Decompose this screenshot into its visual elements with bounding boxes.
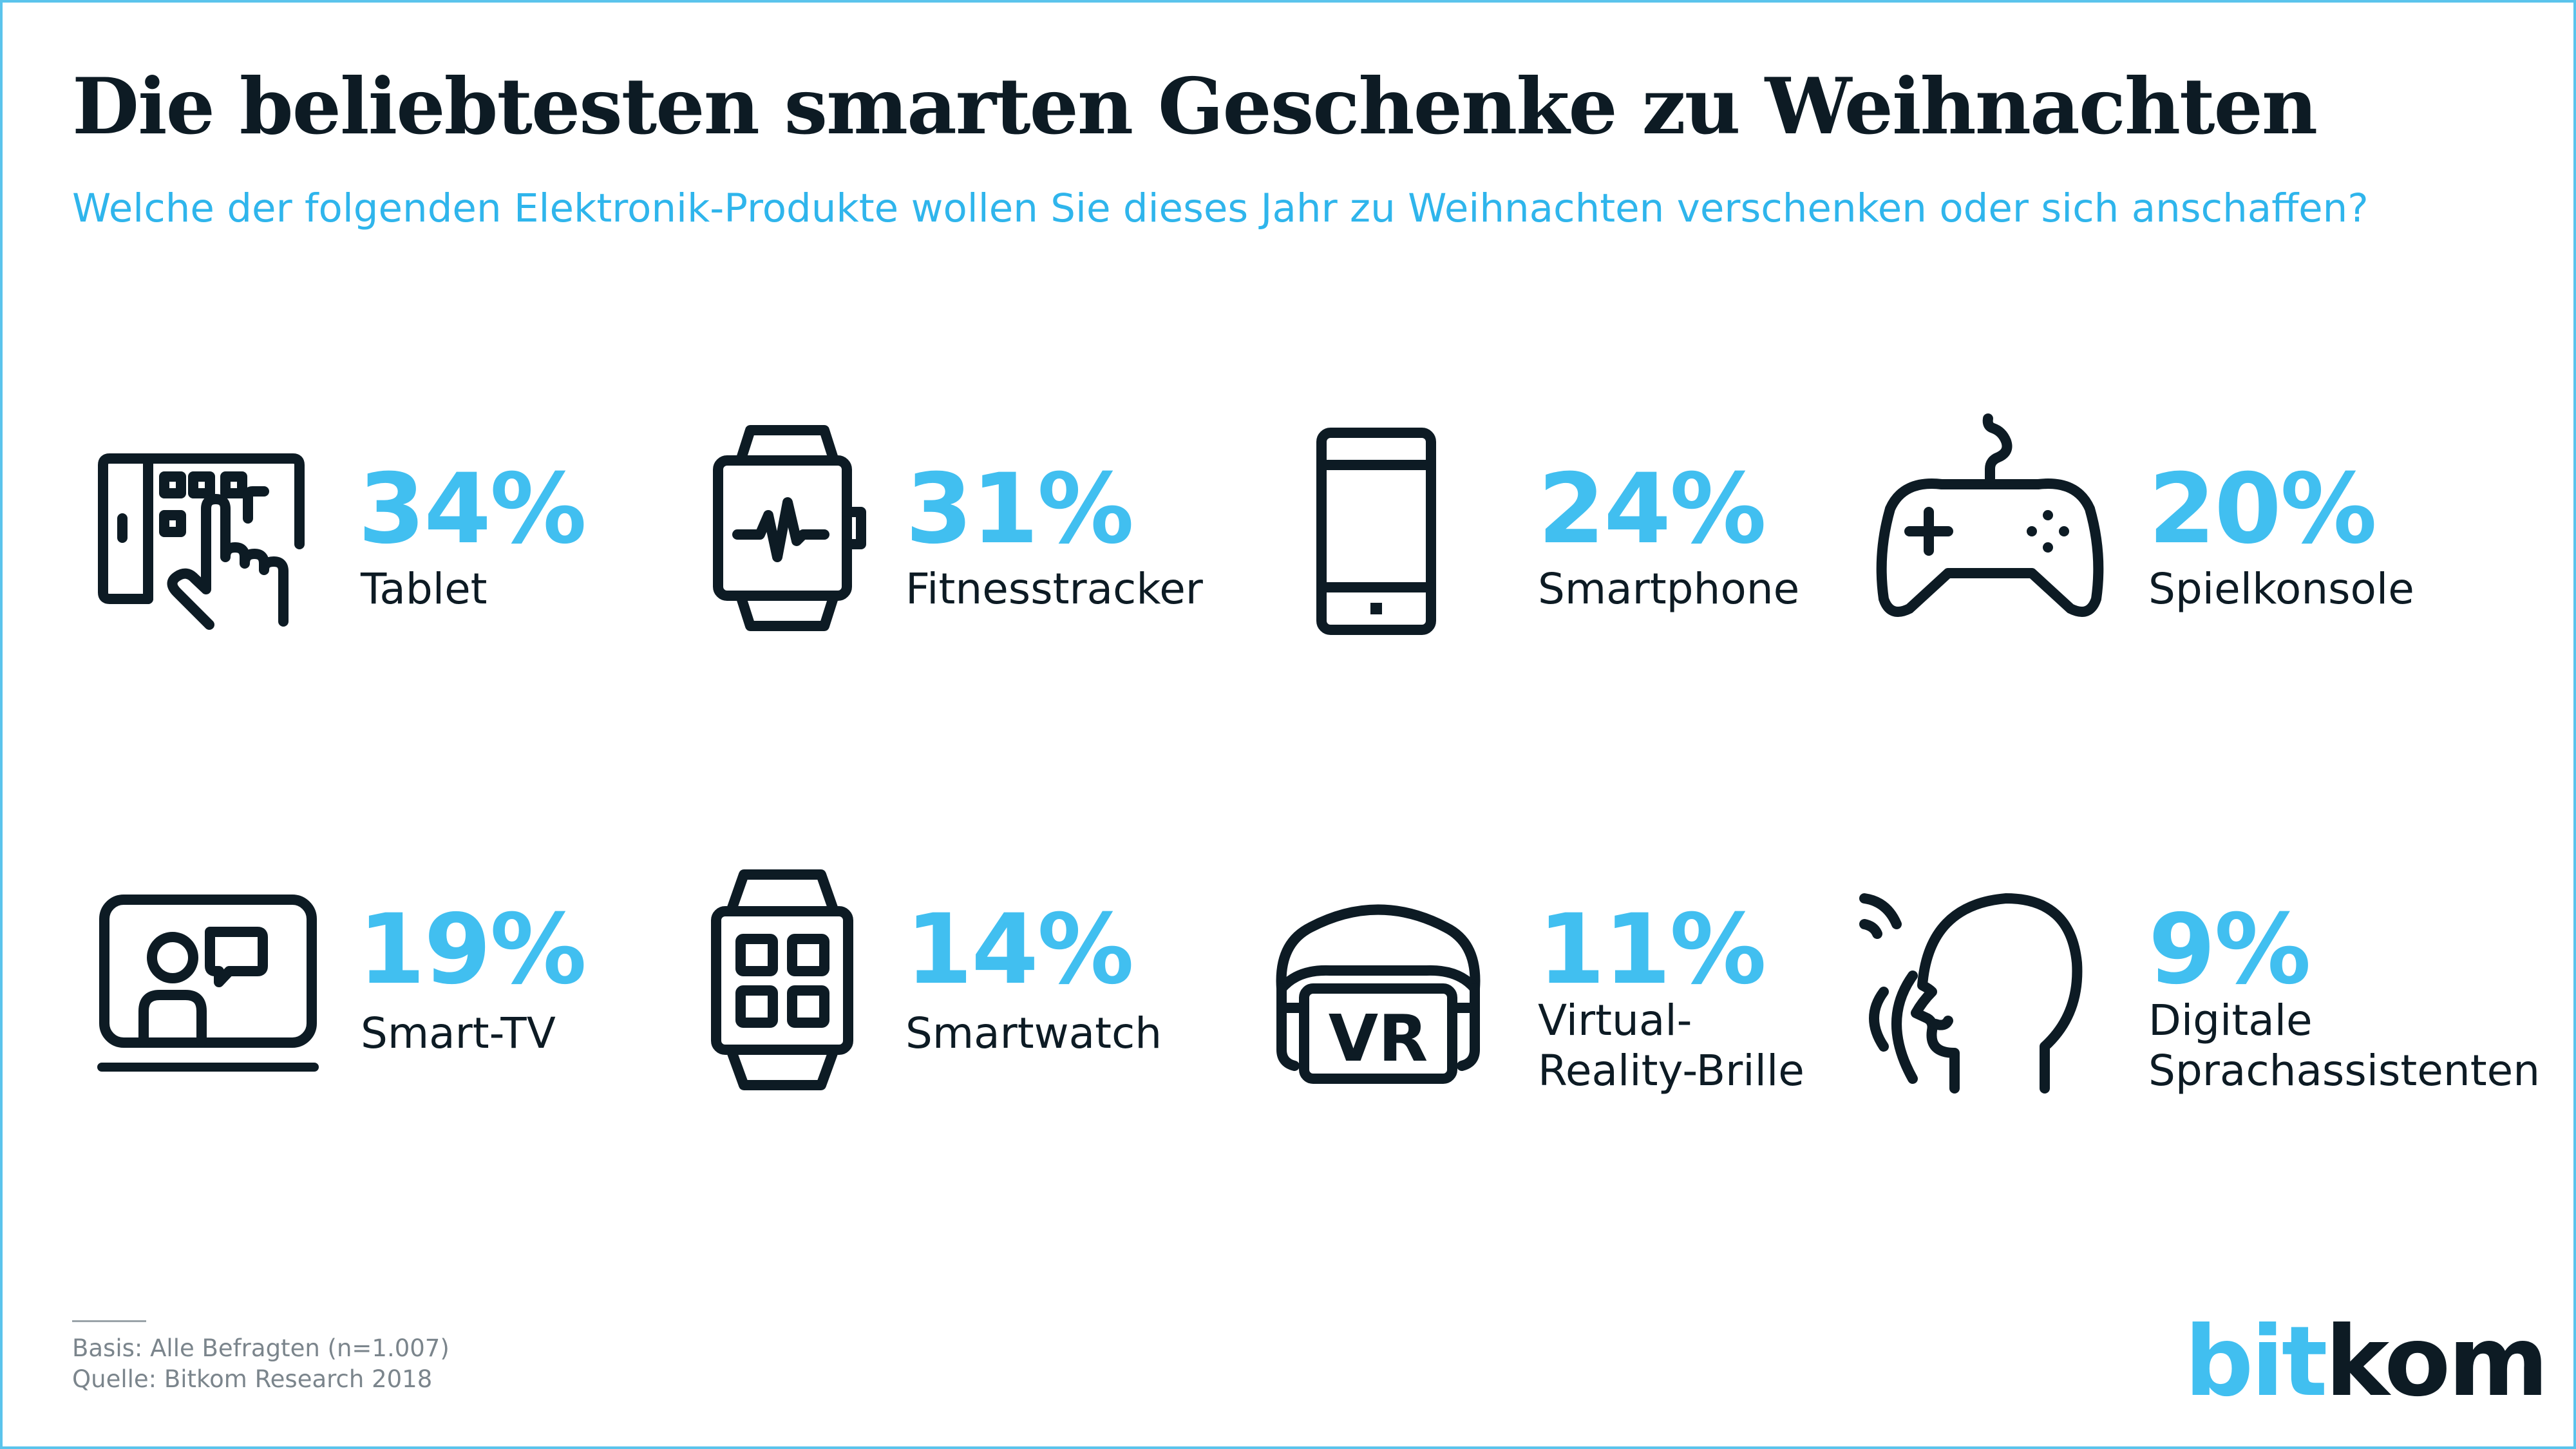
- label-sprachassistent-line1: Digitale: [2148, 996, 2313, 1045]
- label-spielkonsole: Spielkonsole: [2148, 564, 2414, 614]
- value-smart-tv: 19%: [358, 894, 587, 1006]
- smartwatch-icon: [708, 863, 869, 1101]
- value-sprachassistent: 9%: [2148, 894, 2311, 1006]
- value-fitnesstracker: 31%: [905, 453, 1134, 565]
- value-spielkonsole: 20%: [2148, 453, 2377, 565]
- value-vr: 11%: [1538, 894, 1766, 1006]
- voice-assistant-icon: [1858, 886, 2090, 1098]
- smart-tv-icon: [95, 892, 321, 1079]
- label-smartwatch: Smartwatch: [905, 1009, 1162, 1058]
- bitkom-logo: bitkom: [2184, 1314, 2549, 1410]
- footnote-basis: Basis: Alle Befragten (n=1.007): [72, 1334, 450, 1362]
- page-subtitle: Welche der folgenden Elektronik-Produkte…: [72, 185, 2369, 231]
- vr-headset-icon: VR: [1259, 898, 1497, 1092]
- label-smartphone: Smartphone: [1538, 564, 1800, 614]
- logo-part-kom: kom: [2325, 1306, 2549, 1418]
- label-fitnesstracker: Fitnesstracker: [905, 564, 1203, 614]
- footnote-source: Quelle: Bitkom Research 2018: [72, 1365, 433, 1393]
- tablet-touch-icon: [97, 451, 328, 644]
- label-tablet: Tablet: [361, 564, 488, 614]
- svg-text:VR: VR: [1329, 1001, 1428, 1076]
- label-smart-tv: Smart-TV: [361, 1009, 556, 1058]
- footnote-divider: [72, 1320, 146, 1322]
- gamepad-icon: [1871, 406, 2109, 625]
- label-vr-line1: Virtual-: [1538, 996, 1692, 1045]
- page-title: Die beliebtesten smarten Geschenke zu We…: [72, 61, 2318, 152]
- fitness-tracker-icon: [712, 419, 879, 638]
- smartphone-icon: [1314, 425, 1443, 638]
- value-tablet: 34%: [358, 453, 587, 565]
- value-smartwatch: 14%: [905, 894, 1134, 1006]
- label-vr-line2: Reality-Brille: [1538, 1046, 1804, 1095]
- value-smartphone: 24%: [1538, 453, 1766, 565]
- label-sprachassistent-line2: Sprachassistenten: [2148, 1046, 2541, 1095]
- logo-part-bit: bit: [2184, 1306, 2327, 1418]
